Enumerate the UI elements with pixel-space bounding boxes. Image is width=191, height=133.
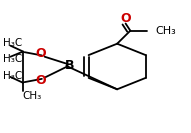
- Text: H₃C: H₃C: [3, 38, 22, 48]
- Text: H₃C: H₃C: [3, 71, 22, 81]
- Text: O: O: [36, 74, 46, 87]
- Text: H₃C: H₃C: [3, 54, 22, 64]
- Text: O: O: [36, 47, 46, 60]
- Text: B: B: [65, 59, 74, 72]
- Text: CH₃: CH₃: [156, 26, 176, 36]
- Text: O: O: [120, 13, 131, 25]
- Text: CH₃: CH₃: [23, 92, 42, 101]
